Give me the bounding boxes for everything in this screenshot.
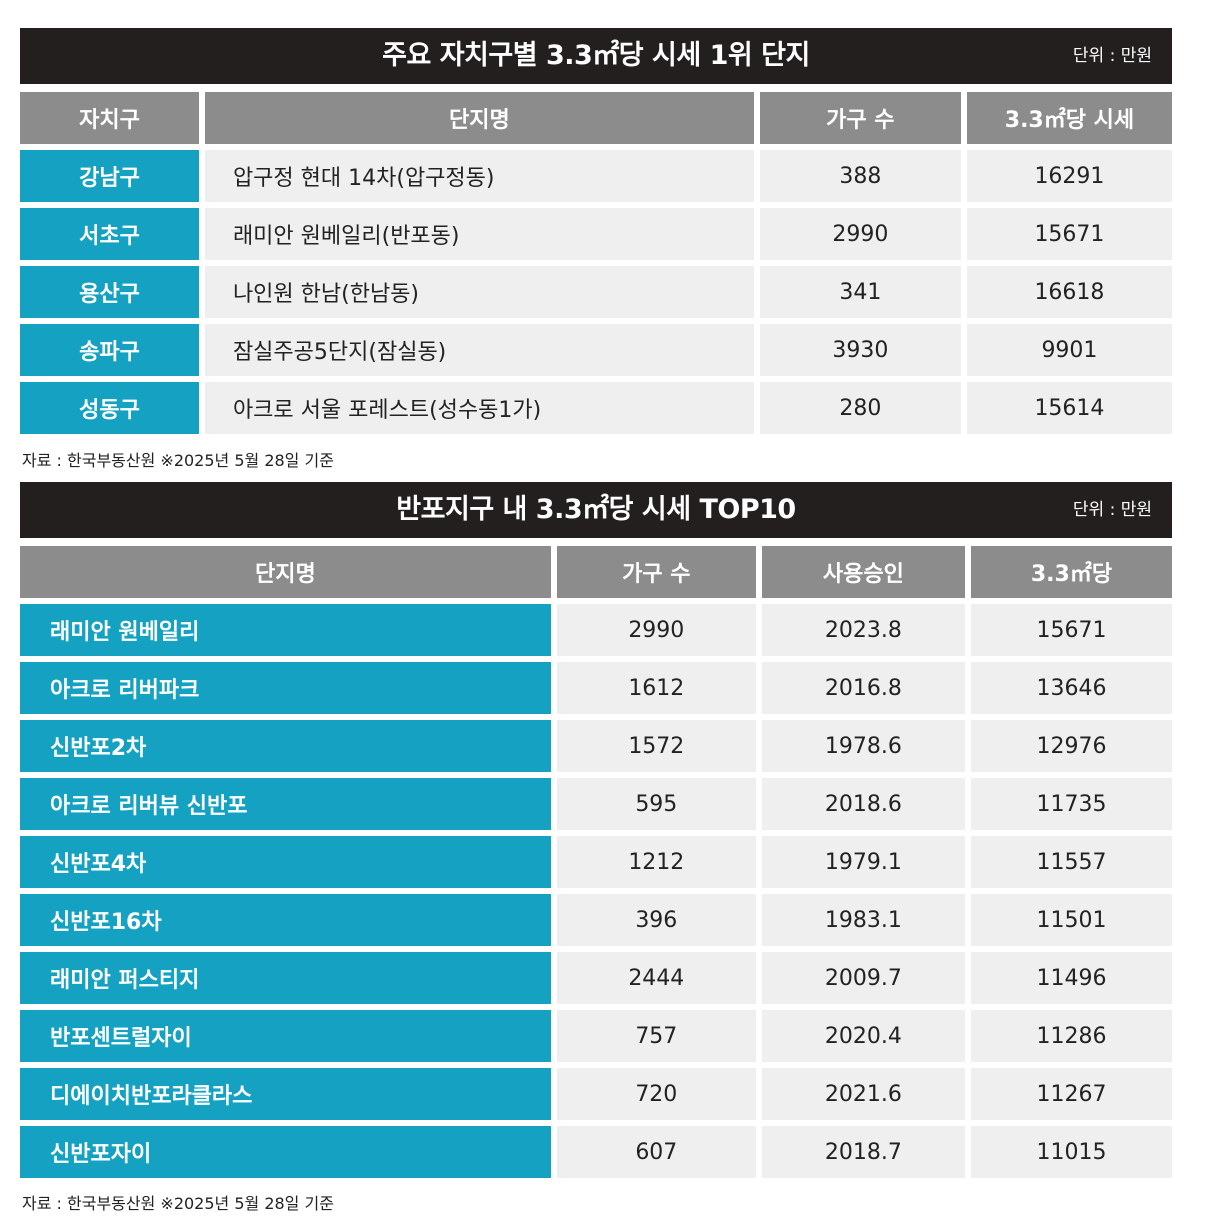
households-cell: 757	[556, 1010, 756, 1062]
unit-label: 단위 : 만원	[1072, 46, 1152, 66]
table-row: 강남구 압구정 현대 14차(압구정동) 388 16291	[20, 150, 1172, 202]
price-cell: 12976	[970, 720, 1172, 772]
price-cell: 15671	[966, 208, 1172, 260]
complex-cell: 신반포자이	[20, 1126, 551, 1178]
approval-cell: 1978.6	[761, 720, 965, 772]
households-cell: 388	[759, 150, 961, 202]
households-cell: 1212	[556, 836, 756, 888]
households-cell: 396	[556, 894, 756, 946]
unit-label: 단위 : 만원	[1072, 500, 1152, 520]
banpo-top10-table-section: 반포지구 내 3.3㎡당 시세 TOP10 단위 : 만원 단지명 가구 수 사…	[20, 482, 1172, 1184]
price-cell: 11015	[970, 1126, 1172, 1178]
approval-cell: 2021.6	[761, 1068, 965, 1120]
district-cell: 용산구	[20, 266, 199, 318]
header-complex: 단지명	[204, 92, 754, 144]
header-complex: 단지명	[20, 546, 551, 598]
header-price: 3.3㎡당 시세	[966, 92, 1172, 144]
price-cell: 9901	[966, 324, 1172, 376]
households-cell: 720	[556, 1068, 756, 1120]
source-note: 자료 : 한국부동산원 ※2025년 5월 28일 기준	[22, 451, 334, 470]
approval-cell: 2018.6	[761, 778, 965, 830]
complex-cell: 신반포16차	[20, 894, 551, 946]
complex-cell: 반포센트럴자이	[20, 1010, 551, 1062]
complex-cell: 압구정 현대 14차(압구정동)	[204, 150, 754, 202]
approval-cell: 2020.4	[761, 1010, 965, 1062]
price-cell: 11267	[970, 1068, 1172, 1120]
table-row: 서초구 래미안 원베일리(반포동) 2990 15671	[20, 208, 1172, 260]
approval-cell: 2016.8	[761, 662, 965, 714]
table-row: 래미안 원베일리 2990 2023.8 15671	[20, 604, 1172, 656]
approval-cell: 2018.7	[761, 1126, 965, 1178]
table-row: 반포센트럴자이 757 2020.4 11286	[20, 1010, 1172, 1062]
households-cell: 595	[556, 778, 756, 830]
price-cell: 15614	[966, 382, 1172, 434]
table-row: 송파구 잠실주공5단지(잠실동) 3930 9901	[20, 324, 1172, 376]
complex-cell: 신반포4차	[20, 836, 551, 888]
approval-cell: 1983.1	[761, 894, 965, 946]
district-cell: 서초구	[20, 208, 199, 260]
price-cell: 13646	[970, 662, 1172, 714]
price-cell: 11735	[970, 778, 1172, 830]
price-cell: 11501	[970, 894, 1172, 946]
table-row: 성동구 아크로 서울 포레스트(성수동1가) 280 15614	[20, 382, 1172, 434]
district-cell: 성동구	[20, 382, 199, 434]
table-row: 신반포자이 607 2018.7 11015	[20, 1126, 1172, 1178]
table-row: 아크로 리버뷰 신반포 595 2018.6 11735	[20, 778, 1172, 830]
header-district: 자치구	[20, 92, 199, 144]
table-row: 아크로 리버파크 1612 2016.8 13646	[20, 662, 1172, 714]
header-row: 단지명 가구 수 사용승인 3.3㎡당	[20, 546, 1172, 598]
table-row: 래미안 퍼스티지 2444 2009.7 11496	[20, 952, 1172, 1004]
price-cell: 11496	[970, 952, 1172, 1004]
source-note: 자료 : 한국부동산원 ※2025년 5월 28일 기준	[22, 1194, 334, 1213]
price-cell: 11557	[970, 836, 1172, 888]
table-row: 신반포4차 1212 1979.1 11557	[20, 836, 1172, 888]
households-cell: 341	[759, 266, 961, 318]
district-top-table-section: 주요 자치구별 3.3㎡당 시세 1위 단지 단위 : 만원 자치구 단지명 가…	[20, 28, 1172, 440]
header-households: 가구 수	[556, 546, 756, 598]
header-price: 3.3㎡당	[970, 546, 1172, 598]
district-top-table: 자치구 단지명 가구 수 3.3㎡당 시세 강남구 압구정 현대 14차(압구정…	[14, 86, 1178, 440]
header-approval: 사용승인	[761, 546, 965, 598]
header-households: 가구 수	[759, 92, 961, 144]
complex-cell: 잠실주공5단지(잠실동)	[204, 324, 754, 376]
price-cell: 16291	[966, 150, 1172, 202]
table-row: 신반포2차 1572 1978.6 12976	[20, 720, 1172, 772]
complex-cell: 디에이치반포라클라스	[20, 1068, 551, 1120]
complex-cell: 아크로 서울 포레스트(성수동1가)	[204, 382, 754, 434]
households-cell: 1572	[556, 720, 756, 772]
households-cell: 3930	[759, 324, 961, 376]
complex-cell: 나인원 한남(한남동)	[204, 266, 754, 318]
households-cell: 607	[556, 1126, 756, 1178]
complex-cell: 래미안 퍼스티지	[20, 952, 551, 1004]
complex-cell: 신반포2차	[20, 720, 551, 772]
table-row: 디에이치반포라클라스 720 2021.6 11267	[20, 1068, 1172, 1120]
approval-cell: 2023.8	[761, 604, 965, 656]
banpo-top10-table: 단지명 가구 수 사용승인 3.3㎡당 래미안 원베일리 2990 2023.8…	[14, 540, 1178, 1184]
households-cell: 280	[759, 382, 961, 434]
title-bar: 주요 자치구별 3.3㎡당 시세 1위 단지 단위 : 만원	[20, 28, 1172, 84]
table-title: 주요 자치구별 3.3㎡당 시세 1위 단지	[382, 40, 810, 71]
complex-cell: 아크로 리버파크	[20, 662, 551, 714]
table-title: 반포지구 내 3.3㎡당 시세 TOP10	[396, 494, 796, 525]
table-row: 용산구 나인원 한남(한남동) 341 16618	[20, 266, 1172, 318]
households-cell: 2990	[556, 604, 756, 656]
table-row: 신반포16차 396 1983.1 11501	[20, 894, 1172, 946]
households-cell: 2990	[759, 208, 961, 260]
approval-cell: 2009.7	[761, 952, 965, 1004]
complex-cell: 래미안 원베일리(반포동)	[204, 208, 754, 260]
district-cell: 송파구	[20, 324, 199, 376]
approval-cell: 1979.1	[761, 836, 965, 888]
price-cell: 15671	[970, 604, 1172, 656]
title-bar: 반포지구 내 3.3㎡당 시세 TOP10 단위 : 만원	[20, 482, 1172, 538]
complex-cell: 아크로 리버뷰 신반포	[20, 778, 551, 830]
price-cell: 11286	[970, 1010, 1172, 1062]
header-row: 자치구 단지명 가구 수 3.3㎡당 시세	[20, 92, 1172, 144]
households-cell: 2444	[556, 952, 756, 1004]
complex-cell: 래미안 원베일리	[20, 604, 551, 656]
district-cell: 강남구	[20, 150, 199, 202]
price-cell: 16618	[966, 266, 1172, 318]
households-cell: 1612	[556, 662, 756, 714]
